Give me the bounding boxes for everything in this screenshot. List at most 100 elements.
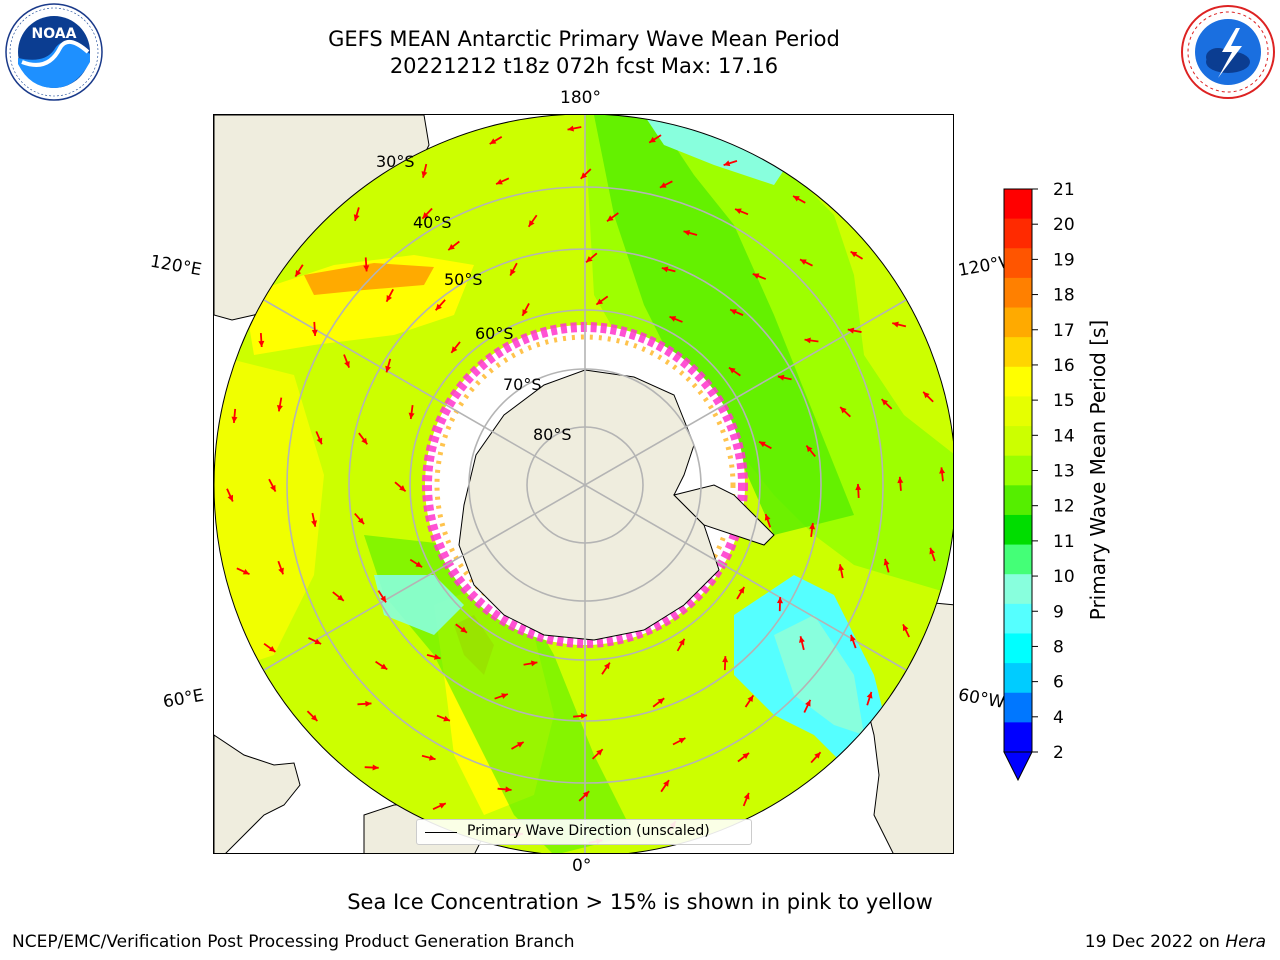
wave-arrow-head: [451, 346, 458, 353]
wave-arrow-head: [799, 259, 807, 265]
colorbar-tick-label: 4: [1053, 708, 1064, 728]
colorbar-segment: [1004, 277, 1032, 309]
wave-arrow-head: [663, 780, 669, 787]
wave-arrow-head: [743, 792, 750, 800]
noaa-logo-text: NOAA: [32, 26, 77, 42]
wave-arrow-head: [505, 786, 512, 793]
wave-arrow-head: [661, 266, 669, 273]
colorbar-segment: [1004, 455, 1032, 486]
wave-arrow-head: [443, 715, 450, 722]
wave-arrow-head: [582, 791, 590, 798]
wave-arrow-head: [353, 214, 360, 221]
wave-arrow-head: [883, 558, 890, 566]
wave-arrow-head: [855, 483, 862, 491]
wave-arrow-head: [730, 309, 737, 315]
wave-arrow-head: [728, 367, 736, 374]
wave-arrow-head: [814, 752, 821, 759]
colorbar-tick-label: 12: [1053, 497, 1075, 517]
wave-arrow-head: [337, 594, 344, 601]
colorbar-segment: [1004, 337, 1032, 368]
wave-arrow-head: [372, 764, 379, 771]
colorbar-segment: [1004, 189, 1032, 220]
nws-logo: [1181, 5, 1275, 99]
wave-arrow-head: [380, 663, 388, 670]
lat-label-80s: 80°S: [533, 425, 572, 444]
wave-arrow-head: [897, 476, 904, 484]
wave-arrow-head: [742, 753, 750, 760]
map-panel: [213, 114, 954, 854]
wave-arrow-head: [723, 160, 731, 167]
colorbar-segment: [1004, 574, 1032, 605]
wave-arrow-head: [939, 467, 946, 474]
chart-title: GEFS MEAN Antarctic Primary Wave Mean Pe…: [328, 27, 840, 51]
colorbar-tick-label: 18: [1053, 286, 1075, 306]
sea-ice-note: Sea Ice Concentration > 15% is shown in …: [347, 890, 933, 914]
wave-arrow-head: [231, 416, 238, 423]
wave-arrow-head: [316, 437, 323, 445]
wave-arrow-head: [278, 567, 284, 575]
wave-arrow-head: [603, 662, 610, 670]
colorbar-segment: [1004, 366, 1032, 397]
wave-arrow-head: [530, 660, 538, 667]
wave-arrow-head: [386, 294, 393, 302]
colorbar-tick-label: 10: [1053, 567, 1075, 587]
wave-arrow-head: [522, 309, 528, 316]
legend-label: Primary Wave Direction (unscaled): [467, 823, 710, 839]
wave-arrow-head: [657, 698, 665, 705]
colorbar-tick-label: 16: [1053, 356, 1075, 376]
wave-arrow-head: [799, 636, 805, 643]
wave-arrow-head: [510, 268, 516, 276]
wave-arrow-head: [606, 215, 614, 222]
colorbar-segment: [1004, 544, 1032, 575]
colorbar-segment: [1004, 426, 1032, 457]
wave-arrow-head: [929, 547, 936, 555]
wave-arrow-head: [295, 269, 302, 277]
lat-label-30s: 30°S: [376, 152, 415, 171]
colorbar-tick-label: 14: [1053, 426, 1075, 446]
wave-arrow-head: [850, 634, 856, 642]
colorbar-tick-label: 11: [1053, 532, 1075, 552]
wave-arrow-head: [428, 754, 436, 761]
wave-arrow-head: [649, 136, 656, 143]
wave-arrow-head: [759, 441, 766, 448]
wave-arrow-head: [747, 695, 754, 703]
colorbar-tick-label: 21: [1053, 182, 1075, 200]
colorbar-extend-arrow: [1003, 751, 1033, 782]
colorbar-segment: [1004, 633, 1032, 664]
wave-arrow-head: [415, 561, 423, 568]
wave-arrow-head: [764, 514, 771, 521]
wave-arrow-head: [840, 407, 847, 414]
wave-arrow-head: [678, 738, 686, 744]
wave-arrow-head: [881, 399, 889, 406]
colorbar-tick-label: 19: [1053, 250, 1075, 270]
wave-arrow-head: [496, 178, 503, 185]
colorbar-segment: [1004, 307, 1032, 338]
map-canvas: [214, 115, 953, 853]
wave-arrow-head: [804, 337, 811, 344]
wave-arrow-head: [567, 125, 574, 132]
wave-arrow-head: [227, 494, 234, 502]
wave-arrow-head: [923, 391, 930, 399]
colorbar-segment: [1004, 485, 1032, 516]
wave-arrow-head: [528, 220, 535, 227]
colorbar: 21 20 19 18 17 16 15 14 13 12 11 10 9 8 6 4 2: [1003, 182, 1075, 782]
wave-arrow-head: [276, 404, 283, 412]
wave-arrow-head: [501, 693, 508, 699]
colorbar-tick-label: 13: [1053, 462, 1075, 482]
wave-arrow-head: [722, 656, 729, 663]
colorbar-segment: [1004, 514, 1032, 546]
wave-arrow-head: [738, 586, 745, 594]
wave-arrow-head: [270, 484, 276, 492]
wave-arrow-head: [311, 714, 318, 721]
wave-arrow-head: [435, 303, 442, 311]
wave-arrow-head: [866, 691, 873, 699]
colorbar-tick-label: 20: [1053, 215, 1075, 235]
wave-arrow-head: [422, 212, 429, 219]
wave-arrow-head: [586, 256, 593, 263]
wave-arrow-head: [683, 229, 691, 236]
wave-arrow-head: [408, 412, 415, 419]
wave-arrow-head: [439, 803, 446, 809]
wave-arrow-head: [892, 321, 899, 328]
wave-arrow-head: [678, 638, 685, 646]
wave-arrow-head: [258, 340, 265, 348]
